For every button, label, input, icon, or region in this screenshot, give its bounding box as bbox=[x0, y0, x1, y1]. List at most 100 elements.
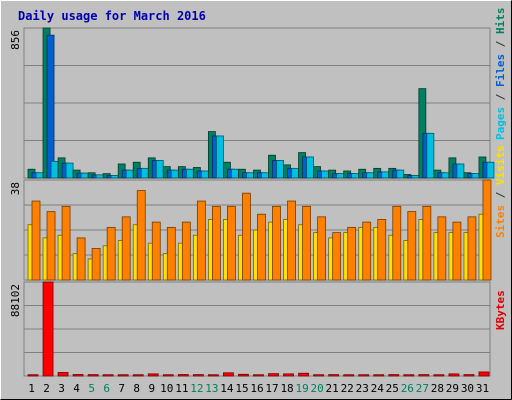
bar-kbytes-kbytes-day-24 bbox=[373, 374, 385, 377]
bar-kbytes-kbytes-day-29 bbox=[448, 373, 460, 377]
bar-kbytes-kbytes-day-19 bbox=[298, 372, 309, 377]
bar-kbytes-kbytes-day-31 bbox=[478, 371, 490, 377]
chart-title: Daily usage for March 2016 bbox=[18, 9, 206, 23]
bar-visits-sites-day-22 bbox=[347, 226, 357, 281]
bar-kbytes-kbytes-day-20 bbox=[313, 374, 325, 377]
x-tick-label-1: 1 bbox=[28, 382, 35, 395]
bar-visits-sites-day-3 bbox=[61, 205, 71, 281]
x-tick-label-17: 17 bbox=[265, 382, 278, 395]
x-tick-label-24: 24 bbox=[371, 382, 385, 395]
bar-hits-pages-day-2 bbox=[50, 160, 59, 179]
bar-hits-pages-day-6 bbox=[110, 174, 119, 179]
bar-kbytes-kbytes-day-7 bbox=[117, 374, 129, 377]
bar-visits-sites-day-7 bbox=[121, 216, 131, 281]
x-tick-label-5: 5 bbox=[88, 382, 95, 395]
bar-visits-sites-day-4 bbox=[76, 237, 86, 281]
bar-kbytes-kbytes-day-8 bbox=[132, 374, 144, 377]
bar-kbytes-kbytes-day-30 bbox=[463, 374, 475, 377]
legend-entry: / bbox=[494, 185, 507, 205]
bar-kbytes-kbytes-day-3 bbox=[57, 372, 69, 377]
bar-hits-pages-day-9 bbox=[155, 160, 164, 179]
x-tick-label-9: 9 bbox=[148, 382, 155, 395]
panel-hits: 856 Pages / Files / Hits bbox=[9, 8, 507, 179]
bar-kbytes-kbytes-day-18 bbox=[283, 373, 294, 377]
bar-hits-pages-day-4 bbox=[80, 172, 89, 179]
bar-kbytes-kbytes-day-2 bbox=[42, 281, 54, 377]
bar-visits-sites-day-10 bbox=[166, 226, 176, 281]
x-tick-label-12: 12 bbox=[190, 382, 203, 395]
bar-hits-pages-day-25 bbox=[396, 169, 405, 179]
bar-hits-pages-day-7 bbox=[125, 169, 134, 179]
x-tick-label-11: 11 bbox=[175, 382, 188, 395]
bar-hits-pages-day-21 bbox=[336, 173, 345, 179]
x-tick-label-31: 31 bbox=[476, 382, 489, 395]
bar-hits-pages-day-23 bbox=[366, 172, 375, 179]
bar-visits-sites-day-12 bbox=[196, 200, 206, 281]
panel-visits: 38 Sites / Visits bbox=[9, 145, 507, 281]
bar-kbytes-kbytes-day-11 bbox=[177, 374, 189, 377]
bar-hits-pages-day-29 bbox=[456, 163, 465, 179]
x-tick-label-30: 30 bbox=[461, 382, 474, 395]
panel-kbytes-ymax-label: 88102 bbox=[9, 284, 22, 317]
bar-visits-sites-day-5 bbox=[91, 248, 101, 281]
x-tick-label-3: 3 bbox=[58, 382, 65, 395]
bar-hits-pages-day-20 bbox=[321, 170, 330, 179]
bar-kbytes-kbytes-day-1 bbox=[27, 374, 39, 377]
bar-hits-pages-day-22 bbox=[351, 173, 360, 179]
bar-visits-sites-day-20 bbox=[317, 216, 327, 281]
bar-hits-pages-day-1 bbox=[35, 172, 44, 179]
x-tick-label-29: 29 bbox=[446, 382, 459, 395]
bar-visits-sites-day-8 bbox=[136, 190, 146, 281]
bar-kbytes-kbytes-day-6 bbox=[102, 374, 114, 377]
x-tick-label-23: 23 bbox=[356, 382, 369, 395]
legend-entry: Files bbox=[494, 54, 507, 87]
bar-kbytes-kbytes-day-13 bbox=[207, 374, 219, 377]
bar-kbytes-kbytes-day-4 bbox=[72, 374, 84, 377]
bar-hits-pages-day-30 bbox=[471, 173, 480, 179]
bar-hits-pages-day-10 bbox=[170, 169, 179, 179]
bar-visits-sites-day-27 bbox=[422, 205, 432, 281]
bar-kbytes-kbytes-day-17 bbox=[268, 373, 279, 377]
bar-visits-sites-day-17 bbox=[272, 205, 281, 281]
x-tick-label-22: 22 bbox=[341, 382, 354, 395]
x-tick-label-20: 20 bbox=[311, 382, 324, 395]
bar-kbytes-kbytes-day-5 bbox=[87, 374, 99, 377]
bar-visits-sites-day-9 bbox=[151, 221, 161, 281]
bar-kbytes-kbytes-day-26 bbox=[403, 374, 415, 377]
bar-visits-sites-day-30 bbox=[467, 216, 477, 281]
bar-hits-pages-day-15 bbox=[246, 172, 254, 179]
bar-visits-sites-day-19 bbox=[302, 205, 311, 281]
x-tick-label-7: 7 bbox=[118, 382, 125, 395]
panel-hits-ymax-label: 856 bbox=[9, 30, 22, 50]
bar-kbytes-kbytes-day-22 bbox=[343, 374, 355, 377]
bar-hits-pages-day-16 bbox=[261, 172, 269, 179]
bar-hits-pages-day-5 bbox=[95, 174, 104, 179]
bar-hits-pages-day-11 bbox=[185, 168, 194, 179]
x-tick-label-4: 4 bbox=[73, 382, 80, 395]
panel-visits-legend: Sites / Visits bbox=[494, 145, 507, 238]
legend-entry: / bbox=[494, 87, 507, 107]
bar-hits-files-day-2 bbox=[46, 34, 55, 179]
bar-kbytes-kbytes-day-27 bbox=[418, 374, 430, 377]
legend-entry: KBytes bbox=[494, 290, 507, 330]
legend-entry: Visits bbox=[494, 145, 507, 185]
x-tick-label-19: 19 bbox=[295, 382, 308, 395]
bar-kbytes-kbytes-day-25 bbox=[388, 374, 400, 377]
bar-visits-sites-day-26 bbox=[407, 211, 417, 281]
bar-visits-sites-day-16 bbox=[257, 213, 266, 281]
bar-hits-pages-day-27 bbox=[426, 132, 435, 179]
bar-kbytes-kbytes-day-16 bbox=[253, 374, 264, 377]
bar-visits-sites-day-14 bbox=[227, 205, 236, 281]
bar-hits-pages-day-3 bbox=[65, 162, 74, 179]
bar-kbytes-kbytes-day-15 bbox=[238, 373, 249, 377]
x-tick-label-13: 13 bbox=[205, 382, 218, 395]
bar-visits-sites-day-6 bbox=[106, 226, 116, 281]
x-tick-label-18: 18 bbox=[280, 382, 293, 395]
legend-entry: Pages bbox=[494, 107, 507, 140]
x-tick-label-27: 27 bbox=[416, 382, 429, 395]
bar-hits-pages-day-14 bbox=[231, 168, 239, 179]
x-tick-label-16: 16 bbox=[250, 382, 263, 395]
panel-visits-ymax-label: 38 bbox=[9, 182, 22, 195]
bar-kbytes-kbytes-day-10 bbox=[162, 374, 174, 377]
